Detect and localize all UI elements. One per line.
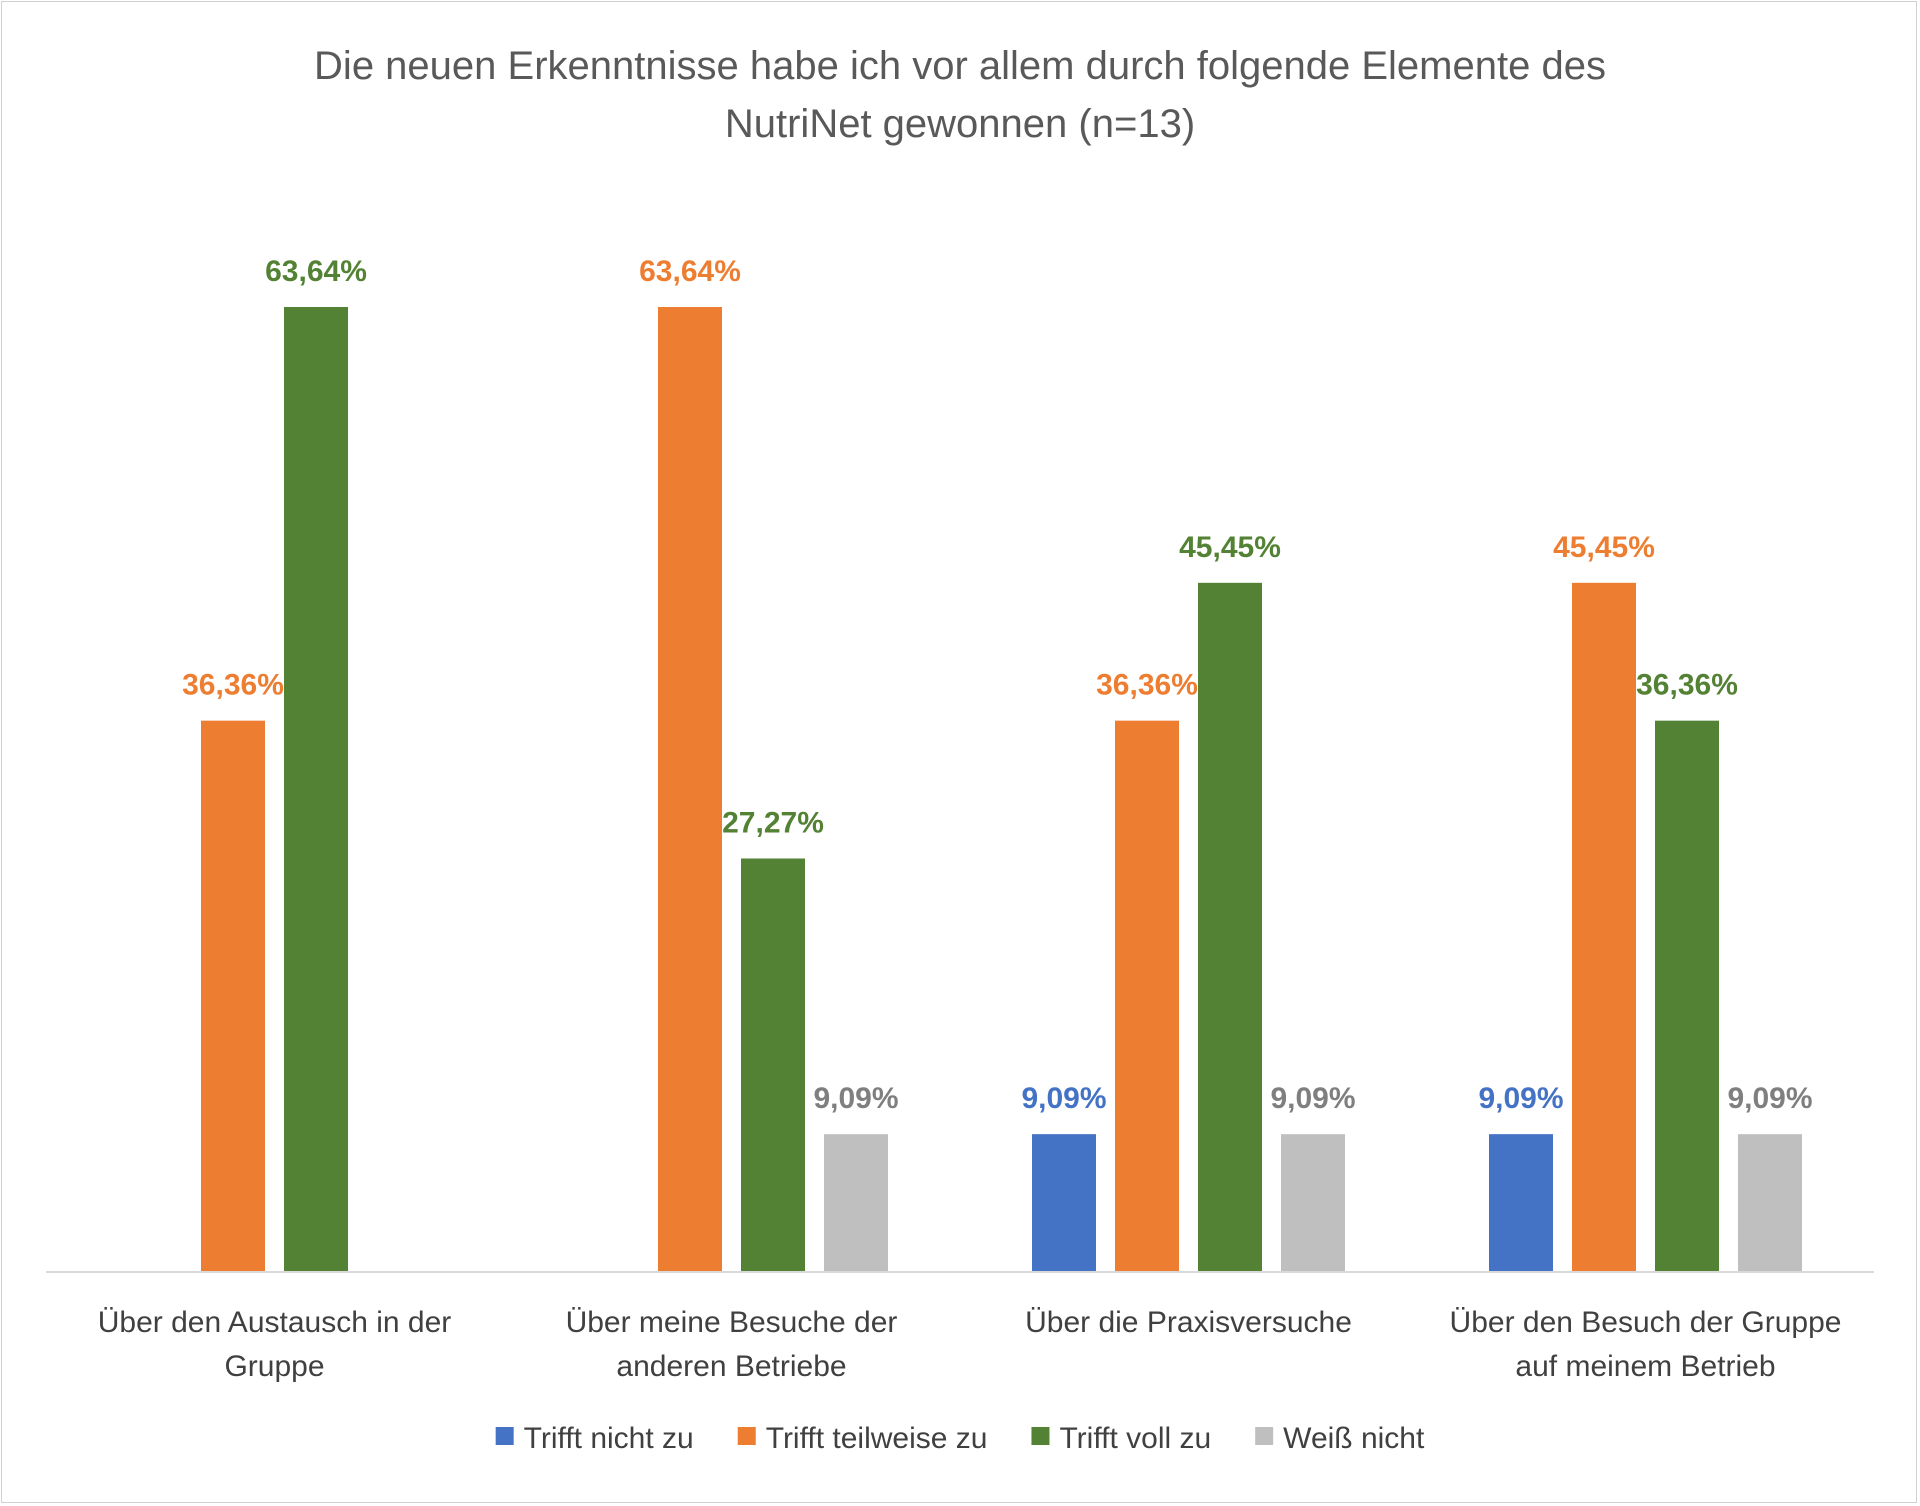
bar-wei-nicht-cat-4 [1738,1134,1802,1272]
legend-swatch-trifft-nicht-zu [495,1427,514,1445]
legend-label-trifft-nicht-zu: Trifft nicht zu [524,1422,694,1455]
legend-swatch-wei-nicht [1255,1427,1274,1445]
chart-title: Die neuen Erkenntnisse habe ich vor alle… [314,44,1606,146]
data-label-trifft-voll-zu-cat-1: 63,64% [265,255,367,288]
category-label-1-line-2: Gruppe [224,1350,324,1383]
category-label-2-line-2: anderen Betriebe [616,1350,846,1383]
legend-swatch-trifft-voll-zu [1031,1427,1050,1445]
category-labels: Über den Austausch in der Gruppe Über mein… [98,1306,1842,1383]
data-label-wei-nicht-cat-2: 9,09% [813,1082,898,1115]
legend: Trifft nicht zu Trifft teilweise zu Trifft… [495,1422,1425,1455]
data-label-trifft-voll-zu-cat-4: 36,36% [1636,669,1738,702]
category-label-4-line-2: auf meinem Betrieb [1515,1350,1775,1383]
data-label-trifft-voll-zu-cat-2: 27,27% [722,806,824,839]
bar-trifft-voll-zu-cat-3 [1198,582,1262,1272]
data-label-wei-nicht-cat-3: 9,09% [1270,1082,1355,1115]
data-label-trifft-voll-zu-cat-3: 45,45% [1179,531,1281,564]
data-labels: 36,36% 63,64% 63,64% 27,27% 9,09% 9,09% 36,36%… [182,255,1812,1115]
category-label-1-line-1: Über den Austausch in der [98,1306,452,1339]
bar-trifft-teilweise-zu-cat-3 [1115,720,1179,1272]
legend-label-trifft-teilweise-zu: Trifft teilweise zu [766,1422,988,1455]
bar-trifft-voll-zu-cat-4 [1655,720,1719,1272]
chart-title-line-2: NutriNet gewonnen (n=13) [725,102,1195,146]
data-label-wei-nicht-cat-4: 9,09% [1727,1082,1812,1115]
legend-swatch-trifft-teilweise-zu [737,1427,756,1445]
data-label-trifft-nicht-zu-cat-3: 9,09% [1021,1082,1106,1115]
bar-wei-nicht-cat-3 [1281,1134,1345,1272]
bar-trifft-teilweise-zu-cat-1 [201,720,265,1272]
chart-title-line-1: Die neuen Erkenntnisse habe ich vor alle… [314,44,1606,88]
bar-trifft-nicht-zu-cat-4 [1489,1134,1553,1272]
bars [201,307,1802,1272]
data-label-trifft-teilweise-zu-cat-1: 36,36% [182,669,284,702]
category-label-4-line-1: Über den Besuch der Gruppe [1450,1306,1842,1339]
data-label-trifft-teilweise-zu-cat-4: 45,45% [1553,531,1655,564]
bar-trifft-teilweise-zu-cat-2 [658,307,722,1272]
legend-label-wei-nicht: Weiß nicht [1283,1422,1425,1455]
category-label-3-line-1: Über die Praxisversuche [1025,1306,1352,1339]
data-label-trifft-teilweise-zu-cat-3: 36,36% [1096,669,1198,702]
bar-trifft-voll-zu-cat-1 [284,307,348,1272]
data-label-trifft-nicht-zu-cat-4: 9,09% [1478,1082,1563,1115]
bar-trifft-nicht-zu-cat-3 [1032,1134,1096,1272]
bar-trifft-teilweise-zu-cat-4 [1572,582,1636,1272]
bar-wei-nicht-cat-2 [824,1134,888,1272]
category-label-2-line-1: Über meine Besuche der [566,1306,898,1339]
bar-trifft-voll-zu-cat-2 [741,858,805,1272]
legend-label-trifft-voll-zu: Trifft voll zu [1059,1422,1211,1455]
data-label-trifft-teilweise-zu-cat-2: 63,64% [639,255,741,288]
